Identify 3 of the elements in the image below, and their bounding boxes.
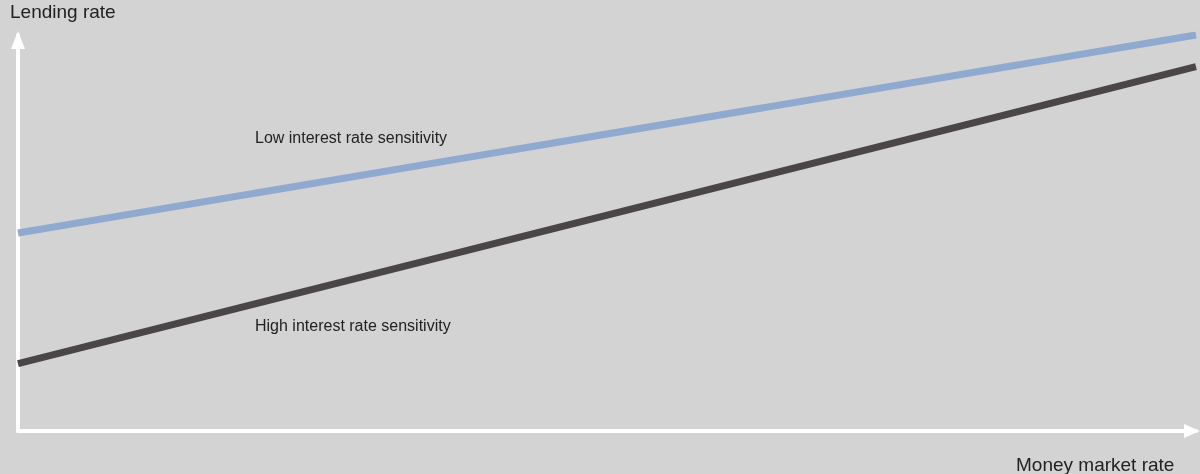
series-label: High interest rate sensitivity <box>255 317 451 335</box>
y-axis-title: Lending rate <box>10 1 116 22</box>
series-label: Low interest rate sensitivity <box>255 128 448 146</box>
